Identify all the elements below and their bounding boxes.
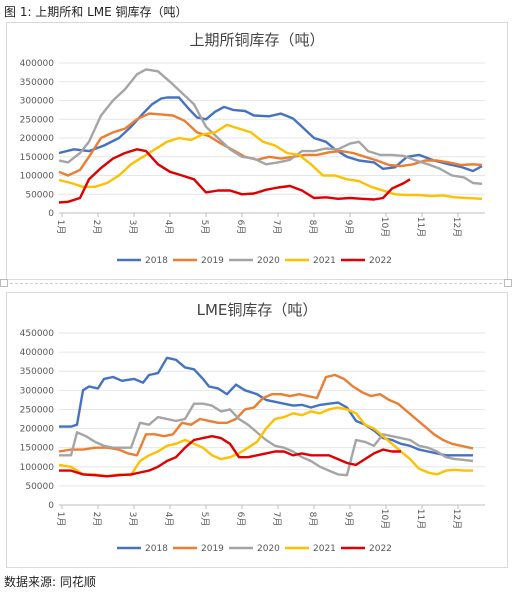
x-tick-label: 3月 xyxy=(127,220,138,235)
x-tick-label: 2月 xyxy=(91,512,102,527)
legend-label-2022: 2022 xyxy=(369,256,392,266)
legend-label-2021: 2021 xyxy=(313,544,336,554)
figure-caption: 图 1: 上期所和 LME 铜库存（吨） xyxy=(4,5,188,19)
x-tick-label: 11月 xyxy=(415,509,426,529)
x-tick-label: 7月 xyxy=(271,220,282,235)
y-tick-label: 150000 xyxy=(20,153,55,163)
legend-label-2019: 2019 xyxy=(201,544,224,554)
chart-title: 上期所铜库存（吨） xyxy=(189,31,324,49)
series-line-2022 xyxy=(58,148,411,204)
series-line-2018 xyxy=(58,96,483,173)
x-tick-label: 3月 xyxy=(127,512,138,527)
resize-handle-right[interactable] xyxy=(504,279,512,287)
y-tick-label: 200000 xyxy=(20,425,55,435)
legend-label-2020: 2020 xyxy=(257,544,280,554)
y-tick-label: 50000 xyxy=(25,482,54,492)
lme-copper-inventory-chart: LME铜库存（吨） 0 50000 100000 150000 200000 250000 3… xyxy=(20,301,485,554)
x-tick-label: 9月 xyxy=(343,220,354,235)
y-tick-label: 250000 xyxy=(20,405,55,415)
series-line-2022 xyxy=(59,435,401,478)
y-tick-label: 450000 xyxy=(20,329,55,339)
y-tick-label: 200000 xyxy=(20,134,55,144)
series-line-2021 xyxy=(58,123,483,200)
legend-label-2018: 2018 xyxy=(145,256,168,266)
x-tick-label: 9月 xyxy=(343,512,354,527)
x-tick-label: 12月 xyxy=(451,509,462,529)
legend-label-2020: 2020 xyxy=(257,256,280,266)
panel-separator xyxy=(0,283,512,284)
x-tick-label: 2月 xyxy=(91,220,102,235)
y-tick-label: 0 xyxy=(48,209,54,219)
chart-title: LME铜库存（吨） xyxy=(197,301,318,319)
y-tick-label: 250000 xyxy=(20,115,55,125)
legend-label-2021: 2021 xyxy=(313,256,336,266)
x-tick-label: 11月 xyxy=(415,217,426,237)
y-tick-label: 350000 xyxy=(20,367,55,377)
x-tick-label: 5月 xyxy=(199,220,210,235)
resize-handle-left[interactable] xyxy=(0,279,8,287)
x-tick-label: 4月 xyxy=(163,512,174,527)
y-tick-label: 300000 xyxy=(20,386,55,396)
legend-label-2018: 2018 xyxy=(145,544,168,554)
series-line-2019 xyxy=(58,112,483,177)
y-tick-label: 400000 xyxy=(20,59,55,69)
x-tick-label: 1月 xyxy=(55,220,66,235)
series-line-2020 xyxy=(59,402,474,477)
data-source-note: 数据来源: 同花顺 xyxy=(4,575,96,589)
series-line-2018 xyxy=(59,356,473,457)
x-tick-label: 6月 xyxy=(235,220,246,235)
shfe-copper-inventory-chart: 上期所铜库存（吨） 0 50000 100000 150000 200000 250000 3… xyxy=(20,31,485,266)
y-tick-label: 100000 xyxy=(20,172,55,182)
lme-chart-panel: LME铜库存（吨） 0 50000 100000 150000 200000 250000 3… xyxy=(6,292,508,568)
series-line-2019 xyxy=(58,373,474,457)
x-tick-label: 10月 xyxy=(379,217,390,237)
x-tick-label: 8月 xyxy=(307,220,318,235)
y-tick-label: 350000 xyxy=(20,78,55,88)
series-line-2020 xyxy=(58,68,483,185)
shfe-chart-panel: 上期所铜库存（吨） 0 50000 100000 150000 200000 250000 3… xyxy=(6,22,508,280)
y-tick-label: 150000 xyxy=(20,444,55,454)
x-tick-label: 8月 xyxy=(307,512,318,527)
x-tick-label: 12月 xyxy=(451,217,462,237)
x-tick-label: 4月 xyxy=(163,220,174,235)
y-tick-label: 100000 xyxy=(20,463,55,473)
legend-label-2019: 2019 xyxy=(201,256,224,266)
x-tick-label: 10月 xyxy=(379,509,390,529)
legend-label-2022: 2022 xyxy=(369,544,392,554)
x-tick-label: 5月 xyxy=(199,512,210,527)
x-tick-label: 7月 xyxy=(271,512,282,527)
y-tick-label: 300000 xyxy=(20,97,55,107)
y-tick-label: 50000 xyxy=(25,190,54,200)
x-tick-label: 1月 xyxy=(55,512,66,527)
y-tick-label: 0 xyxy=(48,501,54,511)
series-line-2021 xyxy=(58,406,473,478)
y-tick-label: 400000 xyxy=(20,348,55,358)
x-tick-label: 6月 xyxy=(235,512,246,527)
